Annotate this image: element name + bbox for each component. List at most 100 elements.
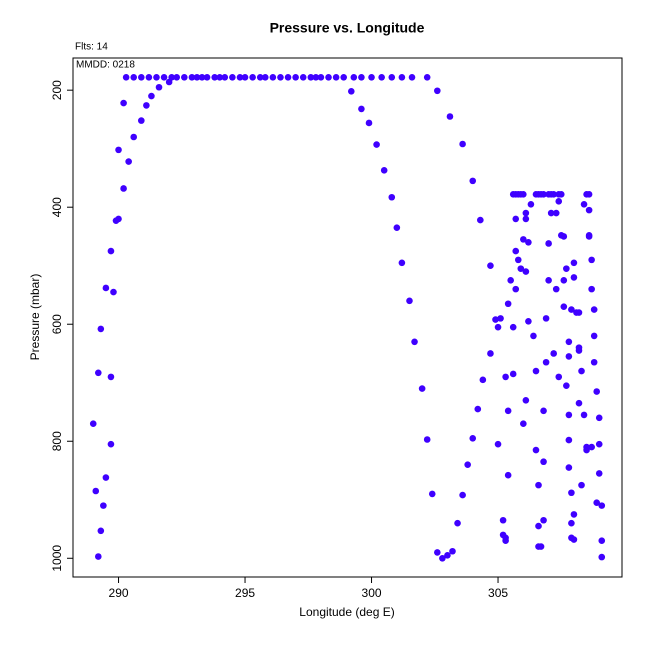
x-axis-label: Longitude (deg E) xyxy=(299,605,394,619)
point xyxy=(590,332,598,340)
point xyxy=(552,209,560,217)
point xyxy=(153,74,160,81)
point xyxy=(568,519,575,527)
point xyxy=(358,105,365,113)
point xyxy=(598,553,606,561)
point xyxy=(563,265,570,272)
point xyxy=(97,325,105,333)
point xyxy=(138,117,145,124)
point xyxy=(138,74,145,81)
point xyxy=(97,527,105,535)
point xyxy=(575,347,583,354)
point xyxy=(550,350,557,357)
point xyxy=(94,369,102,377)
point xyxy=(350,74,358,81)
point xyxy=(522,215,530,223)
point xyxy=(469,435,477,442)
x-tick-label: 290 xyxy=(109,586,129,600)
point xyxy=(107,440,115,448)
point xyxy=(547,209,555,217)
point xyxy=(373,141,380,148)
point xyxy=(277,74,284,81)
point xyxy=(507,277,514,284)
point xyxy=(269,74,277,81)
y-axis-label: Pressure (mbar) xyxy=(28,274,42,361)
y-tick-label: 1000 xyxy=(50,545,64,572)
point xyxy=(241,74,249,81)
point xyxy=(120,185,127,192)
point xyxy=(434,549,441,556)
point xyxy=(532,446,540,454)
point xyxy=(130,74,138,81)
point xyxy=(585,231,593,239)
point xyxy=(570,511,578,518)
point xyxy=(454,519,461,527)
point xyxy=(203,74,211,81)
point xyxy=(520,236,527,243)
point xyxy=(522,268,530,275)
point xyxy=(502,373,509,381)
point xyxy=(115,146,122,154)
point xyxy=(173,74,181,81)
point xyxy=(317,74,325,81)
point xyxy=(570,536,578,543)
point xyxy=(522,209,530,217)
point xyxy=(512,215,520,223)
point xyxy=(517,265,525,272)
point xyxy=(578,481,585,489)
point xyxy=(365,119,373,127)
x-tick-label: 300 xyxy=(362,586,382,600)
point xyxy=(545,277,552,284)
point xyxy=(307,74,315,81)
point xyxy=(418,385,426,392)
point xyxy=(509,323,517,331)
point xyxy=(145,74,153,81)
point xyxy=(520,191,527,198)
point xyxy=(560,303,568,310)
point xyxy=(499,516,507,524)
point xyxy=(444,552,451,559)
point xyxy=(216,74,224,81)
point xyxy=(598,502,606,509)
point xyxy=(181,74,188,81)
point xyxy=(527,200,535,208)
point xyxy=(198,74,206,81)
point xyxy=(221,74,229,81)
point xyxy=(487,262,494,270)
chart-title: Pressure vs. Longitude xyxy=(270,20,425,36)
point xyxy=(595,470,603,477)
point xyxy=(358,74,365,81)
point xyxy=(494,440,502,448)
point xyxy=(284,74,292,81)
point xyxy=(520,420,527,427)
point xyxy=(143,102,150,109)
point xyxy=(211,74,218,81)
point xyxy=(479,376,487,384)
point xyxy=(423,436,431,443)
point xyxy=(525,239,532,246)
x-tick-label: 295 xyxy=(235,586,255,600)
point xyxy=(560,277,568,284)
point xyxy=(393,224,401,231)
point xyxy=(570,259,578,267)
point xyxy=(193,74,201,81)
point xyxy=(125,158,132,165)
point xyxy=(568,306,575,313)
point xyxy=(148,92,155,100)
point xyxy=(593,388,601,395)
point xyxy=(122,74,130,81)
point xyxy=(565,338,573,346)
point xyxy=(256,74,264,81)
point xyxy=(368,74,375,81)
point xyxy=(110,288,117,296)
point xyxy=(512,285,520,293)
point xyxy=(439,554,446,562)
point xyxy=(565,353,573,360)
point xyxy=(552,285,560,293)
point xyxy=(492,316,499,323)
point xyxy=(434,87,441,95)
point xyxy=(464,461,471,468)
point xyxy=(535,522,542,530)
point xyxy=(100,502,107,509)
